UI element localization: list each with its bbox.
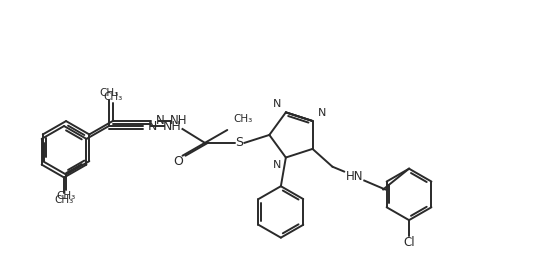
Text: N: N: [272, 161, 281, 170]
Text: N: N: [272, 99, 281, 109]
Text: O: O: [174, 155, 183, 168]
Text: NH: NH: [170, 114, 188, 127]
Text: N: N: [156, 114, 165, 127]
Text: CH₃: CH₃: [55, 195, 73, 205]
Text: CH₃: CH₃: [233, 114, 252, 124]
Text: N: N: [148, 120, 158, 133]
Text: N: N: [317, 108, 326, 118]
Text: CH₃: CH₃: [104, 92, 123, 102]
Text: CH₃: CH₃: [56, 191, 76, 201]
Text: NH: NH: [163, 120, 182, 133]
Text: Cl: Cl: [403, 236, 415, 249]
Text: CH₃: CH₃: [99, 88, 118, 98]
Text: HN: HN: [346, 170, 363, 183]
Text: S: S: [235, 136, 243, 149]
